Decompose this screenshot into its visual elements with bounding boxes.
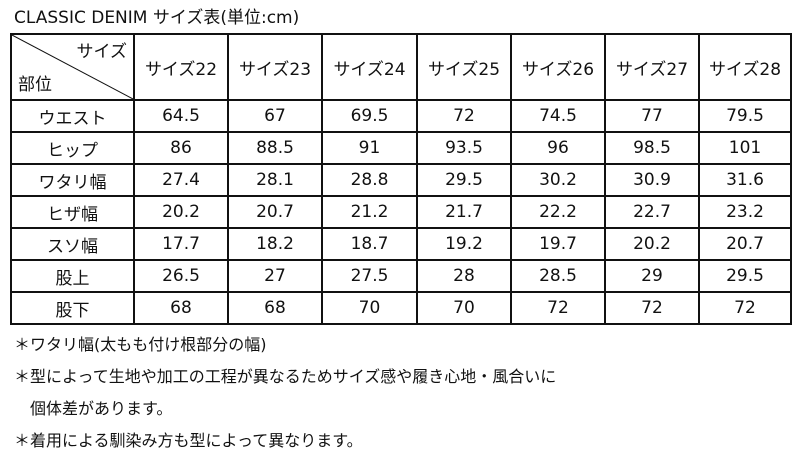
table-cell: 20.7 xyxy=(227,195,323,229)
column-header: サイズ25 xyxy=(416,33,512,101)
table-cell: 18.2 xyxy=(227,227,323,261)
table-cell: 20.7 xyxy=(698,227,792,261)
table-cell: 77 xyxy=(604,99,700,133)
table-cell: 30.2 xyxy=(510,163,606,197)
table-row: ヒップ 86 88.5 91 93.5 96 98.5 101 xyxy=(10,131,792,165)
table-cell: 68 xyxy=(227,291,323,325)
row-label: ヒザ幅 xyxy=(10,195,135,229)
table-cell: 26.5 xyxy=(133,259,229,293)
row-label: ヒップ xyxy=(10,131,135,165)
table-row: 股上 26.5 27 27.5 28 28.5 29 29.5 xyxy=(10,259,792,293)
row-label: スソ幅 xyxy=(10,227,135,261)
table-cell: 31.6 xyxy=(698,163,792,197)
table-cell: 20.2 xyxy=(133,195,229,229)
page-title: CLASSIC DENIM サイズ表(単位:cm) xyxy=(14,8,300,28)
table-cell: 17.7 xyxy=(133,227,229,261)
corner-size-label: サイズ xyxy=(76,42,128,62)
table-cell: 70 xyxy=(321,291,418,325)
table-cell: 72 xyxy=(416,99,512,133)
table-cell: 22.2 xyxy=(510,195,606,229)
table-cell: 96 xyxy=(510,131,606,165)
row-label: ウエスト xyxy=(10,99,135,133)
table-cell: 72 xyxy=(698,291,792,325)
table-cell: 27.4 xyxy=(133,163,229,197)
table-cell: 27.5 xyxy=(321,259,418,293)
table-cell: 20.2 xyxy=(604,227,700,261)
table-cell: 29 xyxy=(604,259,700,293)
table-cell: 19.7 xyxy=(510,227,606,261)
table-cell: 28.5 xyxy=(510,259,606,293)
table-cell: 88.5 xyxy=(227,131,323,165)
table-row: ワタリ幅 27.4 28.1 28.8 29.5 30.2 30.9 31.6 xyxy=(10,163,792,197)
table-cell: 21.7 xyxy=(416,195,512,229)
table-row: 股下 68 68 70 70 72 72 72 xyxy=(10,291,792,325)
column-header: サイズ22 xyxy=(133,33,229,101)
table-cell: 68 xyxy=(133,291,229,325)
size-table: サイズ 部位 サイズ22 サイズ23 サイズ24 サイズ25 サイズ26 サイズ… xyxy=(10,33,792,325)
table-cell: 98.5 xyxy=(604,131,700,165)
column-header: サイズ23 xyxy=(227,33,323,101)
table-cell: 28.8 xyxy=(321,163,418,197)
table-row: スソ幅 17.7 18.2 18.7 19.2 19.7 20.2 20.7 xyxy=(10,227,792,261)
row-label: 股下 xyxy=(10,291,135,325)
corner-cell: サイズ 部位 xyxy=(10,33,135,101)
table-row: ヒザ幅 20.2 20.7 21.2 21.7 22.2 22.7 23.2 xyxy=(10,195,792,229)
column-header: サイズ26 xyxy=(510,33,606,101)
row-label: ワタリ幅 xyxy=(10,163,135,197)
table-cell: 72 xyxy=(604,291,700,325)
notes: ＊ワタリ幅(太もも付け根部分の幅) ＊型によって生地や加工の工程が異なるためサイ… xyxy=(14,329,556,457)
table-cell: 23.2 xyxy=(698,195,792,229)
table-cell: 86 xyxy=(133,131,229,165)
table-cell: 28 xyxy=(416,259,512,293)
diagonal-line xyxy=(12,35,133,99)
table-cell: 18.7 xyxy=(321,227,418,261)
table-cell: 27 xyxy=(227,259,323,293)
table-cell: 30.9 xyxy=(604,163,700,197)
corner-part-label: 部位 xyxy=(18,75,52,95)
table-cell: 21.2 xyxy=(321,195,418,229)
column-header: サイズ27 xyxy=(604,33,700,101)
table-cell: 72 xyxy=(510,291,606,325)
note: 個体差があります。 xyxy=(14,399,173,418)
table-cell: 64.5 xyxy=(133,99,229,133)
note: ＊型によって生地や加工の工程が異なるためサイズ感や履き心地・風合いに xyxy=(14,367,557,386)
table-cell: 70 xyxy=(416,291,512,325)
table-cell: 22.7 xyxy=(604,195,700,229)
table-cell: 28.1 xyxy=(227,163,323,197)
table-cell: 91 xyxy=(321,131,418,165)
row-label: 股上 xyxy=(10,259,135,293)
table-cell: 69.5 xyxy=(321,99,418,133)
table-cell: 29.5 xyxy=(416,163,512,197)
table-cell: 29.5 xyxy=(698,259,792,293)
header-row: サイズ 部位 サイズ22 サイズ23 サイズ24 サイズ25 サイズ26 サイズ… xyxy=(10,33,792,101)
table-row: ウエスト 64.5 67 69.5 72 74.5 77 79.5 xyxy=(10,99,792,133)
note: ＊ワタリ幅(太もも付け根部分の幅) xyxy=(14,335,267,354)
table-cell: 93.5 xyxy=(416,131,512,165)
note: ＊着用による馴染み方も型によって異なります。 xyxy=(14,431,363,450)
table-cell: 79.5 xyxy=(698,99,792,133)
column-header: サイズ28 xyxy=(698,33,792,101)
table-cell: 19.2 xyxy=(416,227,512,261)
table-cell: 67 xyxy=(227,99,323,133)
table-cell: 74.5 xyxy=(510,99,606,133)
table-cell: 101 xyxy=(698,131,792,165)
column-header: サイズ24 xyxy=(321,33,418,101)
